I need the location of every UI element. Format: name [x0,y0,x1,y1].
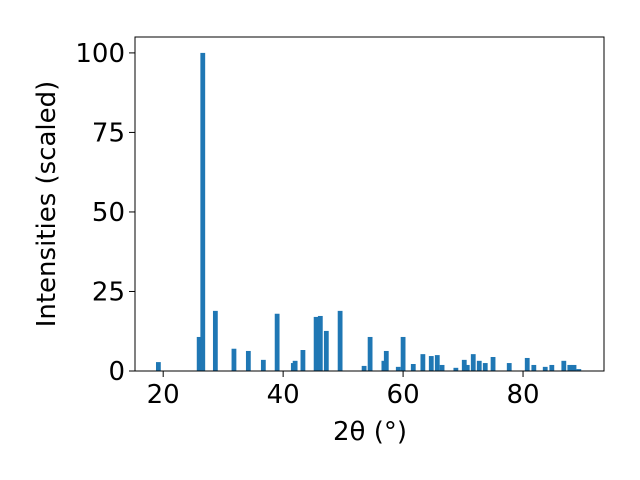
bar [313,316,319,371]
bar [200,52,206,372]
bar [464,364,470,371]
bar [300,350,306,371]
bar [361,365,367,371]
bar [383,350,389,371]
y-tick-label: 75 [92,118,125,148]
x-tick-label: 20 [147,380,180,410]
bar [470,354,476,371]
bar [549,364,555,371]
bar [476,360,482,371]
bar [367,336,373,371]
bar [410,364,416,371]
y-tick-label: 0 [108,357,125,387]
bar [567,364,573,371]
bar [561,360,567,371]
bar [323,330,329,371]
y-tick-label: 100 [75,39,125,69]
bar [260,359,266,371]
y-tick-label: 50 [92,198,125,228]
bar [428,356,434,371]
bar [453,367,459,371]
x-tick-label: 40 [267,380,300,410]
bar [231,348,237,371]
bar [245,350,251,371]
bar [420,354,426,371]
bar [524,357,530,371]
bar [461,359,467,371]
x-axis-label: 2θ (°) [333,417,407,447]
bar [337,310,343,371]
y-tick-label: 25 [92,277,125,307]
bar [400,336,406,371]
plot-frame [134,36,605,372]
bar [212,310,218,371]
bar [155,362,161,371]
bar [571,364,577,371]
bar [531,364,537,371]
bar [576,369,582,371]
bar [506,363,512,371]
x-tick-label: 60 [387,380,420,410]
bar [439,364,445,371]
bar [292,360,298,371]
bar [482,363,488,371]
bar [196,336,202,371]
bar [317,315,323,371]
bar [490,357,496,371]
x-tick-label: 80 [506,380,539,410]
y-axis-label: Intensities (scaled) [32,81,62,328]
bar [434,355,440,371]
bar [542,366,548,371]
bar [274,313,280,371]
bar [395,366,401,371]
